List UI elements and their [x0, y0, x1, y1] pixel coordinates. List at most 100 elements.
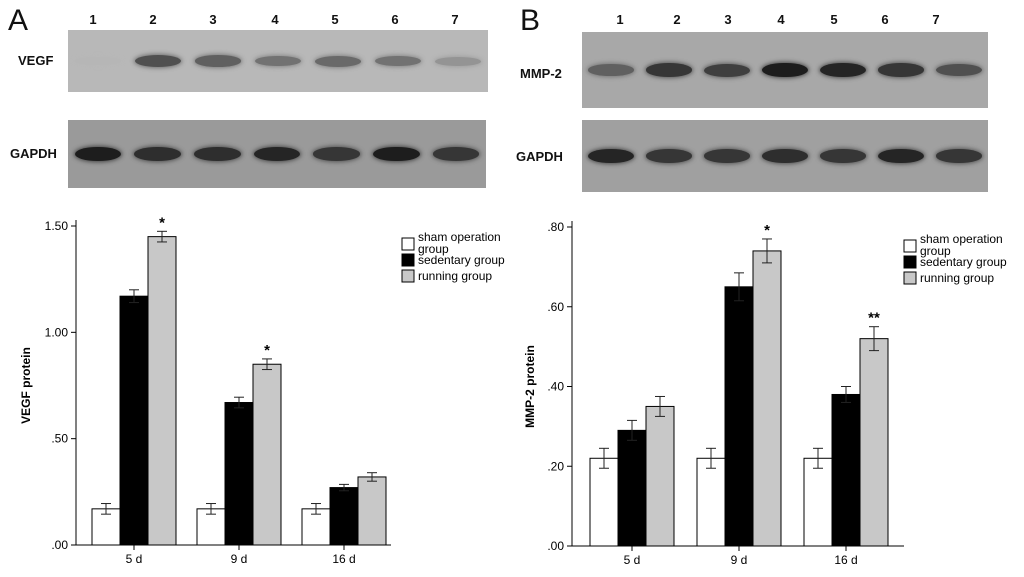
legend-swatch — [401, 269, 415, 283]
western-blot-gapdh — [68, 120, 486, 188]
lane-number: 1 — [89, 12, 97, 27]
blot-band — [432, 147, 480, 161]
bar — [831, 393, 861, 547]
x-tick-label: 5 d — [126, 552, 143, 566]
y-tick-label: .20 — [547, 459, 564, 473]
x-tick-label: 16 d — [834, 553, 857, 567]
lane-number: 2 — [673, 12, 681, 27]
lane-number: 1 — [616, 12, 624, 27]
bar — [252, 363, 282, 546]
y-tick-label: .80 — [547, 220, 564, 234]
blot-label-gapdh: GAPDH — [516, 149, 563, 164]
bar — [696, 457, 726, 547]
blot-band — [878, 148, 924, 164]
bar — [329, 487, 359, 546]
blot-band — [74, 146, 122, 162]
legend-swatch — [903, 239, 917, 253]
legend-label: running group — [418, 269, 492, 283]
blot-band — [704, 63, 750, 77]
lane-number: 6 — [881, 12, 889, 27]
legend-swatch — [903, 271, 917, 285]
blot-band — [646, 149, 692, 163]
blot-label-gapdh: GAPDH — [10, 146, 57, 161]
y-axis-label: VEGF protein — [19, 347, 33, 424]
lane-number: 4 — [271, 12, 279, 27]
x-tick-label: 9 d — [231, 552, 248, 566]
x-tick-label: 16 d — [332, 552, 355, 566]
significance-marker: * — [159, 214, 165, 231]
legend-label: sham operation — [418, 230, 501, 244]
panel-letter: B — [520, 4, 541, 37]
blot-band — [313, 147, 360, 161]
legend-swatch — [903, 255, 917, 269]
blot-band — [820, 149, 866, 163]
legend-label: running group — [920, 271, 994, 285]
bar — [119, 295, 149, 546]
lane-number: 2 — [149, 12, 157, 27]
y-tick-label: 1.00 — [45, 325, 69, 339]
blot-band — [646, 63, 692, 77]
lane-number: 7 — [932, 12, 940, 27]
lane-number: 3 — [724, 12, 732, 27]
blot-band — [194, 55, 242, 67]
blot-band — [762, 149, 808, 163]
x-tick-label: 5 d — [624, 553, 641, 567]
bar — [752, 250, 782, 547]
bar — [147, 236, 177, 546]
blot-band — [74, 57, 122, 65]
blot-band — [936, 63, 982, 77]
bar — [589, 457, 619, 547]
lane-number: 4 — [777, 12, 785, 27]
y-tick-label: .00 — [547, 539, 564, 553]
blot-band — [762, 62, 808, 78]
significance-marker: * — [764, 222, 770, 239]
bar — [645, 405, 675, 547]
western-blot-gapdh — [582, 120, 988, 192]
blot-band — [704, 149, 750, 163]
blot-band — [878, 63, 924, 77]
y-tick-label: .40 — [547, 380, 564, 394]
bar-chart-vegf: .00 .50 1.00 1.50 VEGF protein * 5 d * 9 d 16 d sh… — [19, 214, 505, 566]
lane-number: 6 — [391, 12, 399, 27]
bar-chart-mmp2: .00 .20 .40 .60 .80 MMP-2 protein 5 d * 9 d ** 16 … — [523, 220, 1007, 567]
panel-b: B 1 2 3 4 5 6 7 MMP-2 GAPDH .00 .20 .40 .60… — [512, 0, 1024, 577]
blot-band — [314, 55, 362, 67]
western-blot-mmp2 — [582, 32, 988, 108]
blot-label-vegf: VEGF — [18, 53, 54, 68]
blot-band — [254, 55, 302, 67]
bar — [357, 476, 387, 546]
blot-band — [434, 56, 482, 66]
lane-number: 3 — [209, 12, 217, 27]
legend-label: sedentary group — [418, 253, 505, 267]
blot-band — [253, 146, 301, 162]
bar — [91, 508, 121, 546]
legend-label: sedentary group — [920, 255, 1007, 269]
legend-swatch — [401, 237, 415, 251]
blot-band — [374, 55, 422, 67]
blot-band — [373, 146, 420, 162]
bar — [859, 338, 889, 547]
panel-a: A 1 2 3 4 5 6 7 VEGF GAPDH .00 .50 1.00 1.5… — [8, 4, 505, 566]
y-tick-label: .00 — [51, 538, 68, 552]
blot-band — [193, 147, 241, 161]
blot-band — [936, 149, 982, 163]
legend-swatch — [401, 253, 415, 267]
lane-number: 5 — [830, 12, 838, 27]
bar — [803, 457, 833, 547]
x-tick-label: 9 d — [731, 553, 748, 567]
blot-band — [820, 62, 866, 78]
y-tick-label: 1.50 — [45, 219, 69, 233]
blot-label-mmp2: MMP-2 — [520, 66, 562, 81]
legend-label: sham operation — [920, 232, 1003, 246]
significance-marker: ** — [868, 310, 880, 327]
panel-letter: A — [8, 4, 29, 37]
legend-label: group — [920, 244, 951, 258]
blot-band — [134, 54, 182, 68]
bar — [617, 429, 647, 547]
significance-marker: * — [264, 342, 270, 359]
bar — [724, 286, 754, 547]
blot-band — [588, 148, 634, 164]
y-tick-label: .60 — [547, 300, 564, 314]
y-axis-label: MMP-2 protein — [523, 345, 537, 428]
blot-band — [588, 64, 634, 76]
